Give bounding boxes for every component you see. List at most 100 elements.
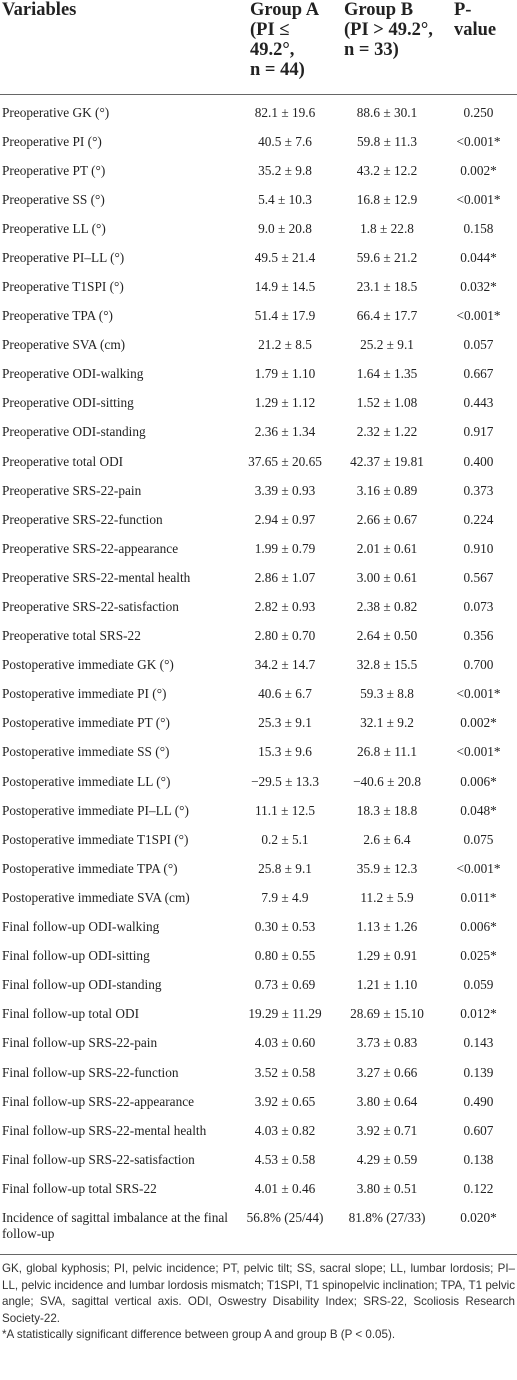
cell-variable: Final follow-up SRS-22-function — [2, 1064, 179, 1080]
cell-p-value: 0.356 — [463, 628, 494, 644]
cell-group-a: 0.73 ± 0.69 — [254, 977, 316, 993]
table-row: Preoperative GK (°) 82.1 ± 19.6 88.6 ± 30.… — [0, 95, 517, 134]
significance-footnote: *A statistically significant difference … — [2, 1328, 396, 1342]
cell-p-value: 0.373 — [463, 482, 494, 498]
header-p-value-line1: P- — [454, 0, 472, 20]
table-row: Postoperative immediate SVA (cm) 7.9 ± 4.… — [0, 890, 517, 919]
cell-variable: Preoperative ODI-sitting — [2, 395, 134, 411]
cell-variable: Postoperative immediate T1SPI (°) — [2, 831, 189, 847]
cell-group-a: 1.99 ± 0.79 — [254, 540, 316, 556]
cell-p-value: <0.001* — [456, 860, 501, 876]
cell-variable: Preoperative SRS-22-function — [2, 511, 163, 527]
cell-group-b: 23.1 ± 18.5 — [356, 278, 418, 294]
cell-p-value: 0.075 — [463, 831, 494, 847]
cell-variable: Postoperative immediate PI–LL (°) — [2, 802, 189, 818]
table-row: Preoperative SRS-22-mental health 2.86 ± … — [0, 570, 517, 599]
cell-group-a: 5.4 ± 10.3 — [258, 191, 312, 207]
cell-group-a: 11.1 ± 12.5 — [255, 802, 315, 818]
cell-variable: Postoperative immediate SS (°) — [2, 744, 170, 760]
cell-group-a: 3.92 ± 0.65 — [254, 1093, 316, 1109]
cell-variable: Final follow-up ODI-standing — [2, 977, 162, 993]
cell-variable: Final follow-up total ODI — [2, 1006, 140, 1022]
cell-group-a: 1.79 ± 1.10 — [254, 366, 316, 382]
cell-p-value: 0.138 — [463, 1151, 494, 1167]
cell-variable: Preoperative ODI-walking — [2, 366, 144, 382]
header-group-a-line2: (PI ≤ 49.2°, — [250, 20, 295, 60]
cell-group-a: 19.29 ± 11.29 — [248, 1006, 322, 1022]
table-row: Postoperative immediate PI–LL (°) 11.1 ± … — [0, 803, 517, 832]
header-group-b-line1: Group B — [344, 0, 414, 20]
cell-variable: Incidence of sagittal imbalance at the f… — [2, 1209, 228, 1241]
table-row: Final follow-up total ODI 19.29 ± 11.29 28… — [0, 1006, 517, 1035]
cell-p-value: 0.607 — [463, 1122, 494, 1138]
cell-group-a: 2.94 ± 0.97 — [254, 511, 316, 527]
table-row: Postoperative immediate LL (°) −29.5 ± 13… — [0, 774, 517, 803]
cell-variable: Postoperative immediate LL (°) — [2, 773, 171, 789]
table-row: Postoperative immediate T1SPI (°) 0.2 ± 5… — [0, 832, 517, 861]
cell-p-value: <0.001* — [456, 686, 501, 702]
cell-variable: Final follow-up total SRS-22 — [2, 1180, 157, 1196]
cell-group-a: 56.8% (25/44) — [246, 1209, 324, 1225]
cell-variable: Preoperative PI (°) — [2, 133, 102, 149]
cell-group-b: 3.80 ± 0.51 — [356, 1180, 418, 1196]
table-row: Final follow-up SRS-22-mental health 4.03… — [0, 1123, 517, 1152]
cell-variable: Preoperative total ODI — [2, 453, 124, 469]
header-group-b-line2: (PI > 49.2°, — [344, 20, 433, 40]
cell-variable: Preoperative T1SPI (°) — [2, 278, 124, 294]
header-group-a-line3: n = 44) — [250, 60, 305, 80]
cell-variable: Preoperative SRS-22-appearance — [2, 540, 179, 556]
cell-group-b: 32.8 ± 15.5 — [356, 657, 418, 673]
cell-group-a: 34.2 ± 14.7 — [254, 657, 316, 673]
cell-p-value: 0.059 — [463, 977, 494, 993]
table-row: Final follow-up ODI-standing 0.73 ± 0.69 1… — [0, 977, 517, 1006]
cell-p-value: 0.700 — [463, 657, 494, 673]
cell-group-b: 3.73 ± 0.83 — [356, 1035, 418, 1051]
cell-p-value: 0.250 — [463, 105, 494, 120]
abbreviations-footnote: GK, global kyphosis; PI, pelvic incidenc… — [2, 1262, 515, 1325]
cell-p-value: 0.044* — [460, 249, 497, 265]
cell-variable: Preoperative ODI-standing — [2, 424, 146, 440]
cell-group-b: 1.8 ± 22.8 — [360, 220, 414, 236]
cell-p-value: <0.001* — [456, 308, 501, 324]
table-row: Preoperative SRS-22-pain 3.39 ± 0.93 3.16 … — [0, 483, 517, 512]
cell-variable: Preoperative SRS-22-mental health — [2, 569, 191, 585]
cell-group-b: 25.2 ± 9.1 — [360, 337, 414, 353]
cell-variable: Preoperative TPA (°) — [2, 308, 113, 324]
cell-variable: Preoperative PT (°) — [2, 162, 106, 178]
cell-p-value: 0.073 — [463, 599, 494, 614]
cell-group-a: 14.9 ± 14.5 — [254, 278, 316, 294]
cell-p-value: 0.011* — [460, 889, 497, 905]
cell-p-value: <0.001* — [456, 744, 501, 760]
cell-group-b: 2.64 ± 0.50 — [356, 628, 418, 644]
cell-p-value: 0.048* — [460, 802, 497, 818]
cell-p-value: 0.012* — [460, 1006, 497, 1022]
cell-p-value: 0.002* — [460, 715, 497, 731]
table-row: Preoperative PI–LL (°) 49.5 ± 21.4 59.6 ± … — [0, 250, 517, 279]
cell-group-b: 2.32 ± 1.22 — [356, 424, 418, 440]
cell-p-value: 0.006* — [460, 773, 497, 789]
table-row: Final follow-up ODI-walking 0.30 ± 0.53 1.… — [0, 919, 517, 948]
cell-group-b: 28.69 ± 15.10 — [350, 1006, 424, 1022]
table-row: Preoperative TPA (°) 51.4 ± 17.9 66.4 ± 17… — [0, 308, 517, 337]
table-row: Final follow-up total SRS-22 4.01 ± 0.46 3… — [0, 1181, 517, 1210]
header-variables: Variables — [0, 0, 236, 95]
cell-group-a: 25.3 ± 9.1 — [258, 715, 312, 731]
cell-group-b: 59.3 ± 8.8 — [360, 686, 414, 702]
table-row: Preoperative PT (°) 35.2 ± 9.8 43.2 ± 12.2… — [0, 163, 517, 192]
table-row: Preoperative SRS-22-appearance 1.99 ± 0.7… — [0, 541, 517, 570]
cell-group-a: 2.82 ± 0.93 — [254, 599, 316, 614]
table-row: Incidence of sagittal imbalance at the f… — [0, 1210, 517, 1255]
cell-group-b: 4.29 ± 0.59 — [356, 1151, 418, 1167]
cell-variable: Final follow-up ODI-walking — [2, 919, 160, 935]
table-body: Preoperative GK (°) 82.1 ± 19.6 88.6 ± 30.… — [0, 95, 517, 1255]
cell-group-a: 25.8 ± 9.1 — [258, 860, 312, 876]
cell-p-value: 0.910 — [463, 540, 494, 556]
cell-group-a: 49.5 ± 21.4 — [254, 249, 316, 265]
cell-group-b: 3.27 ± 0.66 — [356, 1064, 418, 1080]
table-row: Postoperative immediate GK (°) 34.2 ± 14.… — [0, 657, 517, 686]
cell-group-a: 0.30 ± 0.53 — [254, 919, 316, 935]
cell-p-value: 0.139 — [463, 1064, 494, 1080]
cell-group-b: 59.8 ± 11.3 — [357, 133, 417, 149]
cell-variable: Postoperative immediate PT (°) — [2, 715, 170, 731]
cell-group-b: 1.29 ± 0.91 — [356, 948, 418, 964]
